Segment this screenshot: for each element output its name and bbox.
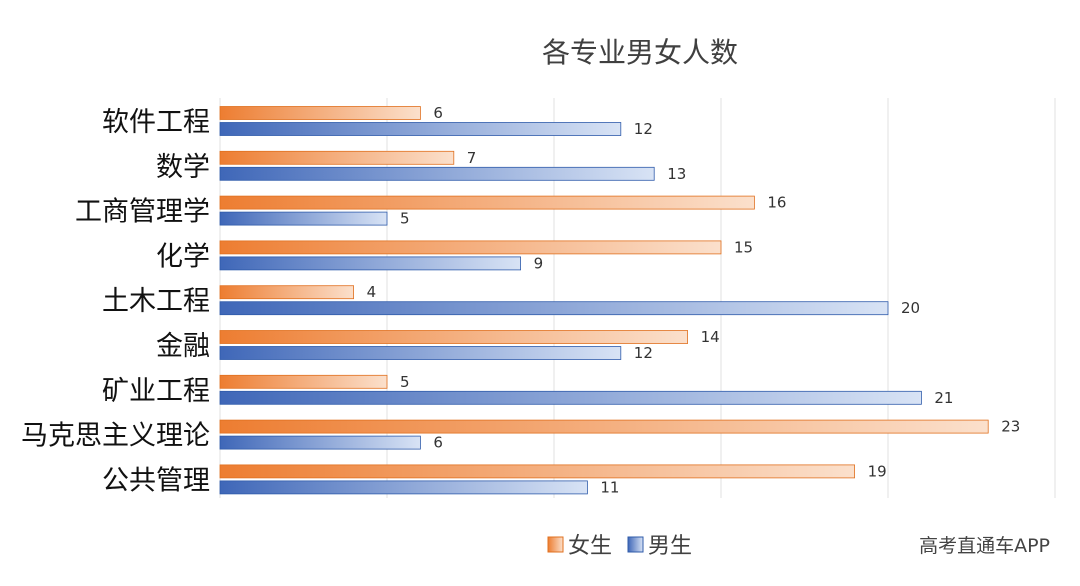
male-bar: [219, 480, 588, 495]
legend-label: 男生: [648, 534, 692, 559]
data-label: 6: [433, 434, 443, 452]
data-label: 4: [367, 283, 377, 301]
female-bar: [219, 330, 689, 344]
category-label: 工商管理学: [75, 197, 210, 228]
data-label: 7: [467, 149, 477, 167]
male-bar: [219, 166, 655, 181]
male-bar: [219, 256, 522, 271]
legend-swatch-female: [547, 536, 564, 553]
data-label: 16: [767, 194, 786, 212]
data-label: 13: [667, 165, 686, 183]
data-label: 20: [901, 299, 920, 317]
data-label: 5: [400, 373, 410, 391]
female-bar: [219, 195, 755, 210]
labels-group: 软件工程 6 12 数学 7 13 工商管理学 16 5 化学 15 9 土木工程 4 20 金融 14 12 矿业…: [21, 104, 1020, 496]
male-bar: [219, 390, 922, 405]
data-label: 5: [400, 210, 410, 228]
watermark: 高考直通车APP: [919, 535, 1050, 557]
male-bar: [219, 301, 889, 316]
category-label: 土木工程: [102, 286, 210, 317]
male-bar: [219, 122, 622, 136]
data-label: 15: [734, 238, 753, 256]
category-label: 公共管理: [102, 465, 210, 496]
female-bar: [219, 240, 722, 255]
legend-swatch-male: [627, 536, 644, 553]
data-label: 11: [600, 478, 619, 496]
category-label: 软件工程: [102, 107, 210, 138]
chart-title: 各专业男女人数: [542, 36, 738, 69]
data-label: 9: [534, 254, 544, 272]
data-label: 21: [934, 389, 953, 407]
category-label: 数学: [156, 152, 210, 183]
female-bar: [219, 150, 455, 165]
female-bar: [219, 285, 355, 300]
data-label: 6: [433, 104, 443, 122]
female-bar: [219, 419, 989, 434]
legend-label: 女生: [568, 534, 612, 559]
female-bar: [219, 374, 388, 389]
female-bar: [219, 464, 855, 479]
female-bar: [219, 106, 421, 120]
male-bar: [219, 211, 388, 226]
category-label: 矿业工程: [102, 376, 210, 407]
bars-group: [219, 106, 989, 495]
male-bar: [219, 435, 421, 450]
category-label: 金融: [156, 331, 210, 362]
data-label: 19: [868, 462, 887, 480]
legend: 女生 男生: [547, 534, 692, 559]
data-label: 12: [634, 344, 653, 362]
category-label: 化学: [156, 241, 210, 272]
male-bar: [219, 346, 622, 360]
data-label: 12: [634, 120, 653, 138]
category-label: 马克思主义理论: [21, 421, 210, 452]
data-label: 23: [1001, 418, 1020, 436]
data-label: 14: [701, 328, 720, 346]
